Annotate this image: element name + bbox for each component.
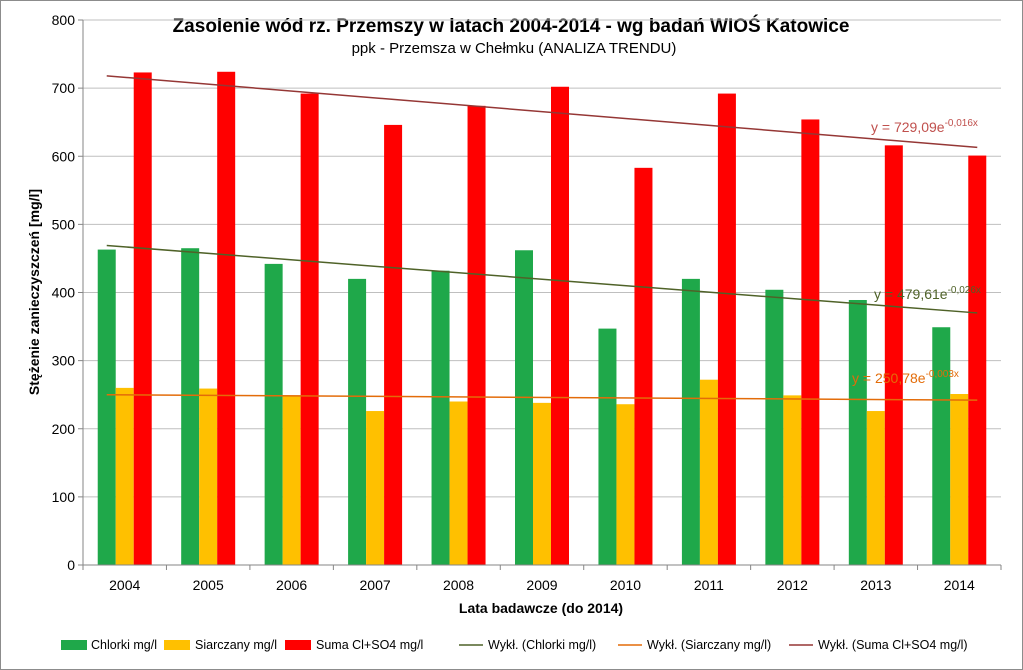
y-tick-label: 700	[52, 80, 76, 96]
y-tick-label: 300	[52, 353, 76, 369]
y-tick-label: 500	[52, 216, 76, 232]
legend-trend-label-1: Wykł. (Siarczany mg/l)	[647, 638, 771, 652]
bar-2-2012	[801, 119, 820, 566]
trendlines	[106, 75, 978, 401]
y-tick-label: 400	[52, 285, 76, 301]
legend-label-1: Siarczany mg/l	[195, 638, 277, 652]
gridlines	[83, 19, 1001, 566]
bar-1-2012	[783, 395, 802, 565]
legend-label-0: Chlorki mg/l	[91, 638, 157, 652]
bar-0-2011	[681, 278, 700, 565]
bar-0-2010	[598, 328, 617, 565]
equation-exponent: -0,003x	[926, 369, 959, 380]
trend-equation-2: y = 729,09e-0,016x	[871, 118, 978, 135]
bar-2-2006	[300, 93, 319, 565]
legend-swatch-0	[61, 640, 87, 650]
bar-0-2009	[515, 250, 533, 565]
bar-1-2007	[366, 411, 385, 565]
x-tick-label: 2004	[109, 577, 140, 593]
legend-swatch-2	[285, 640, 311, 650]
bar-0-2012	[765, 289, 784, 565]
trend-equation-0: y = 479,61e-0,026x	[874, 285, 981, 302]
x-tick-label: 2013	[860, 577, 891, 593]
bar-0-2004	[97, 249, 116, 566]
trend-equation-1: y = 250,78e-0,003x	[852, 369, 959, 386]
bar-1-2006	[282, 395, 301, 565]
bar-0-2013	[848, 299, 867, 565]
x-tick-label: 2012	[777, 577, 808, 593]
bar-1-2009	[533, 402, 551, 565]
tick-labels: 0 100 200 300 400 500 600 700 800 2004 2005 2006 200…	[52, 12, 975, 593]
bar-0-2014	[932, 327, 951, 565]
equation-exponent: -0,026x	[948, 285, 981, 296]
x-tick-label: 2011	[694, 577, 724, 593]
equation-base: y = 479,61e	[874, 286, 948, 302]
trendline-0	[106, 244, 978, 314]
bar-0-2006	[264, 263, 283, 565]
trendline-2	[106, 75, 978, 149]
x-tick-label: 2014	[944, 577, 975, 593]
bar-1-2013	[866, 411, 885, 565]
bar-1-2011	[699, 379, 718, 565]
y-axis-title: Stężenie zanieczyszczeń [mg/l]	[26, 189, 42, 395]
bar-1-2014	[950, 394, 969, 565]
bars	[97, 71, 987, 566]
y-tick-label: 100	[52, 489, 76, 505]
trendline-1	[106, 393, 978, 401]
x-tick-label: 2007	[360, 577, 391, 593]
legend-swatch-1	[164, 640, 190, 650]
x-axis-title: Lata badawcze (do 2014)	[459, 600, 623, 616]
bar-2-2013	[884, 145, 903, 565]
x-tick-label: 2010	[610, 577, 641, 593]
legend-trend-label-2: Wykł. (Suma Cl+SO4 mg/l)	[818, 638, 968, 652]
bar-2-2007	[384, 124, 403, 565]
bar-0-2008	[431, 270, 450, 565]
x-tick-label: 2005	[193, 577, 224, 593]
y-tick-label: 800	[52, 12, 76, 28]
equation-base: y = 729,09e	[871, 119, 945, 135]
bar-1-2010	[616, 404, 635, 565]
x-tick-label: 2008	[443, 577, 474, 593]
y-tick-label: 0	[67, 557, 75, 573]
x-tick-label: 2006	[276, 577, 307, 593]
bar-1-2008	[449, 401, 468, 565]
legend-trend-label-0: Wykł. (Chlorki mg/l)	[488, 638, 596, 652]
bar-2-2008	[467, 105, 486, 566]
bar-0-2007	[348, 278, 367, 565]
bar-2-2009	[551, 86, 569, 565]
bar-2-2010	[634, 167, 653, 566]
y-tick-label: 200	[52, 421, 76, 437]
equation-base: y = 250,78e	[852, 370, 926, 386]
bar-2-2014	[968, 155, 987, 565]
legend: Chlorki mg/l Siarczany mg/l Suma Cl+SO4 mg…	[61, 638, 968, 652]
legend-label-2: Suma Cl+SO4 mg/l	[316, 638, 423, 652]
bar-1-2005	[199, 388, 218, 565]
bar-1-2004	[115, 387, 134, 565]
y-tick-label: 600	[52, 148, 76, 164]
bar-2-2005	[217, 71, 236, 566]
x-tick-label: 2009	[526, 577, 557, 593]
bar-0-2005	[181, 248, 200, 565]
bar-2-2011	[717, 93, 736, 565]
axes	[78, 19, 1002, 570]
equation-exponent: -0,016x	[945, 118, 978, 129]
chart-title: Zasolenie wód rz. Przemszy w latach 2004…	[173, 15, 850, 37]
bar-2-2004	[133, 72, 152, 566]
chart-subtitle: ppk - Przemsza w Chełmku (ANALIZA TRENDU…	[352, 40, 677, 57]
